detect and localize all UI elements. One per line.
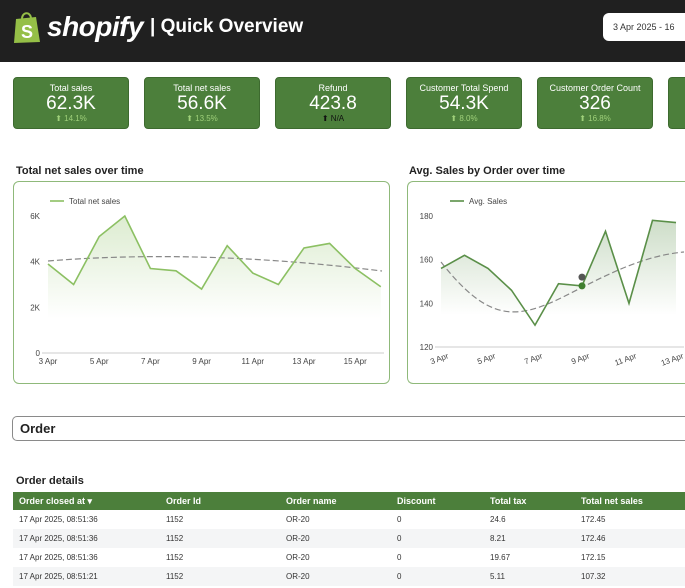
chart2-title: Avg. Sales by Order over time bbox=[409, 165, 566, 177]
kpi-card: Customer Order Count 326 ⬆ 16.8% bbox=[537, 77, 653, 129]
y-tick-label: 180 bbox=[420, 212, 434, 221]
table-cell: 172.15 bbox=[581, 553, 606, 562]
table-cell: 1152 bbox=[166, 553, 184, 562]
kpi-value: 326 bbox=[579, 93, 611, 114]
kpi-card: Refund 423.8 ⬆ N/A bbox=[275, 77, 391, 129]
table-cell: OR-20 bbox=[280, 567, 391, 586]
table-cell: 17 Apr 2025, 08:51:36 bbox=[13, 529, 160, 548]
kpi-value: 62.3K bbox=[46, 93, 96, 114]
table-cell: 17 Apr 2025, 08:51:36 bbox=[19, 553, 98, 562]
table-cell: 107.32 bbox=[575, 567, 685, 586]
column-header[interactable]: Total tax bbox=[484, 492, 575, 510]
table-cell: 0 bbox=[397, 553, 402, 562]
table-title: Order details bbox=[16, 475, 84, 487]
kpi-card bbox=[668, 77, 685, 129]
x-tick-label: 13 Apr bbox=[660, 351, 684, 367]
x-tick-label: 3 Apr bbox=[429, 351, 450, 366]
table-row[interactable]: 17 Apr 2025, 08:51:36 1152 OR-20 0 19.67 172.… bbox=[13, 548, 685, 567]
date-range-picker[interactable]: 3 Apr 2025 - 16 bbox=[603, 13, 685, 41]
column-header[interactable]: Order name bbox=[280, 492, 391, 510]
x-tick-label: 5 Apr bbox=[90, 357, 109, 366]
net-sales-chart: 0 2K 4K 6K 3 Apr 5 Apr 7 Apr 9 Apr 11 Apr 13 Apr 1… bbox=[13, 181, 390, 384]
table-cell: 0 bbox=[391, 567, 484, 586]
y-tick-label: 6K bbox=[30, 212, 40, 221]
table-cell: 17 Apr 2025, 08:51:21 bbox=[13, 567, 160, 586]
y-tick-label: 4K bbox=[30, 258, 40, 267]
x-tick-label: 7 Apr bbox=[141, 357, 160, 366]
y-tick-label: 2K bbox=[30, 303, 40, 312]
kpi-label: Refund bbox=[318, 83, 348, 93]
kpi-label: Total sales bbox=[49, 83, 93, 93]
series-area bbox=[48, 216, 381, 353]
y-tick-label: 160 bbox=[420, 256, 434, 265]
kpi-card: Customer Total Spend 54.3K ⬆ 8.0% bbox=[406, 77, 522, 129]
table-cell: 172.45 bbox=[581, 515, 606, 524]
order-section-header: Order bbox=[12, 416, 685, 441]
x-tick-label: 11 Apr bbox=[613, 351, 638, 367]
kpi-label: Customer Total Spend bbox=[419, 83, 509, 93]
table-cell: 172.46 bbox=[575, 529, 685, 548]
table-cell: OR-20 bbox=[286, 515, 310, 524]
shopify-logo-icon: S bbox=[14, 12, 40, 43]
kpi-delta: ⬆ 8.0% bbox=[450, 114, 478, 123]
table-cell: OR-20 bbox=[286, 553, 310, 562]
kpi-value: 56.6K bbox=[177, 93, 227, 114]
table-cell: 19.67 bbox=[490, 553, 511, 562]
hover-point bbox=[578, 282, 586, 290]
column-header[interactable]: Total net sales bbox=[575, 492, 685, 510]
brand-name: shopify bbox=[47, 11, 144, 42]
x-tick-label: 9 Apr bbox=[570, 351, 591, 366]
y-tick-label: 140 bbox=[420, 299, 434, 308]
x-tick-label: 7 Apr bbox=[523, 351, 544, 366]
column-header[interactable]: Order Id bbox=[160, 492, 280, 510]
kpi-value: 423.8 bbox=[309, 93, 357, 114]
legend-label: Total net sales bbox=[69, 197, 120, 206]
kpi-value: 54.3K bbox=[439, 93, 489, 114]
x-tick-label: 13 Apr bbox=[292, 357, 315, 366]
series-line bbox=[440, 219, 677, 327]
legend-label: Avg. Sales bbox=[469, 197, 507, 206]
trendline bbox=[47, 256, 383, 272]
kpi-delta: ⬆ 14.1% bbox=[55, 114, 87, 123]
table-cell: 5.11 bbox=[484, 567, 575, 586]
x-tick-label: 15 Apr bbox=[344, 357, 367, 366]
table-row[interactable]: 17 Apr 2025, 08:51:36 1152 OR-20 0 8.21 172.4… bbox=[13, 529, 685, 548]
table-cell: 1152 bbox=[160, 567, 280, 586]
kpi-delta: ⬆ N/A bbox=[321, 114, 345, 123]
column-header[interactable]: Order closed at ▾ bbox=[13, 492, 160, 510]
series-line bbox=[47, 214, 382, 291]
order-details-table: Order closed at ▾ Order Id Order name Disco… bbox=[13, 492, 685, 586]
table-cell: 24.6 bbox=[490, 515, 506, 524]
kpi-label: Total net sales bbox=[173, 83, 231, 93]
table-cell: 17 Apr 2025, 08:51:36 bbox=[19, 515, 98, 524]
table-cell: 8.21 bbox=[484, 529, 575, 548]
table-cell: OR-20 bbox=[280, 529, 391, 548]
chart1-title: Total net sales over time bbox=[16, 165, 144, 177]
table-cell: 1152 bbox=[160, 529, 280, 548]
page-title: | Quick Overview bbox=[150, 16, 304, 37]
x-tick-label: 3 Apr bbox=[39, 357, 58, 366]
table-cell: 1152 bbox=[166, 515, 184, 524]
avg-sales-chart: 120 140 160 180 3 Apr 5 Apr 7 Apr 9 Apr 11 Apr 13… bbox=[407, 181, 685, 384]
x-tick-label: 11 Apr bbox=[242, 357, 265, 366]
svg-text:S: S bbox=[21, 22, 33, 42]
kpi-card: Total sales 62.3K ⬆ 14.1% bbox=[13, 77, 129, 129]
header: S shopify | Quick Overview 3 Apr 2025 - … bbox=[0, 0, 685, 62]
kpi-label: Customer Order Count bbox=[549, 83, 641, 93]
table-row[interactable]: 17 Apr 2025, 08:51:21 1152 OR-20 0 5.11 107.3… bbox=[13, 567, 685, 586]
table-cell: 0 bbox=[397, 515, 402, 524]
y-tick-label: 120 bbox=[420, 343, 434, 352]
table-row[interactable]: 17 Apr 2025, 08:51:36 1152 OR-20 0 24.6 172.4… bbox=[13, 510, 685, 529]
table-cell: 0 bbox=[391, 529, 484, 548]
kpi-card: Total net sales 56.6K ⬆ 13.5% bbox=[144, 77, 260, 129]
trend-hover-point bbox=[578, 273, 586, 281]
x-tick-label: 5 Apr bbox=[476, 351, 497, 366]
x-tick-label: 9 Apr bbox=[192, 357, 211, 366]
kpi-delta: ⬆ 13.5% bbox=[186, 114, 218, 123]
column-header[interactable]: Discount bbox=[391, 492, 484, 510]
y-tick-label: 0 bbox=[36, 349, 41, 358]
kpi-delta: ⬆ 16.8% bbox=[579, 114, 611, 123]
